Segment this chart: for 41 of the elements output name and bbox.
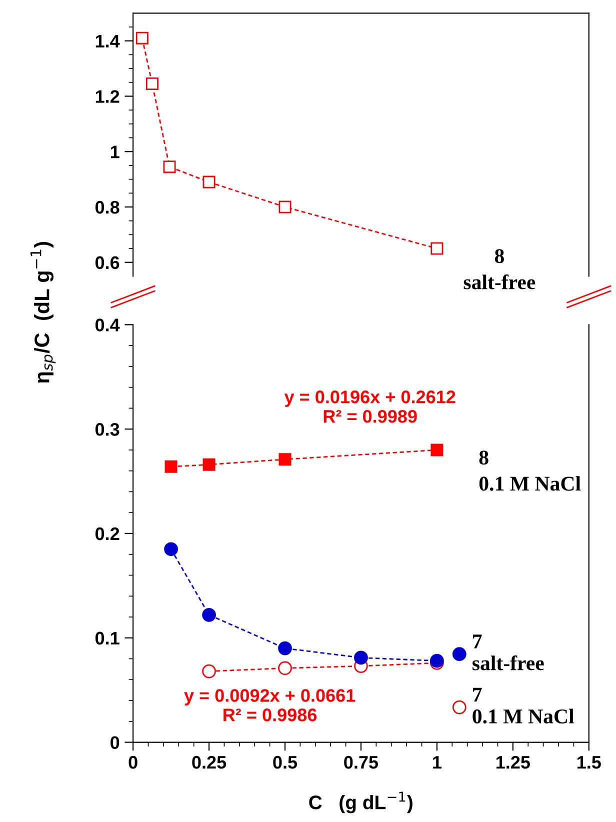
point xyxy=(164,460,178,473)
y-tick-label: 0.6 xyxy=(95,256,120,270)
y-tick-label: 0.1 xyxy=(95,632,120,645)
y-tick-label: 0.4 xyxy=(95,318,120,332)
point xyxy=(278,641,292,656)
point xyxy=(202,458,216,471)
y-tick-label: 1.2 xyxy=(96,90,120,103)
y-tick-label: 0.8 xyxy=(95,200,120,214)
point xyxy=(136,32,148,44)
series-label: 8 salt-free xyxy=(464,249,536,290)
point xyxy=(163,160,176,174)
point xyxy=(202,608,216,622)
y-tick-label: 0.2 xyxy=(95,527,120,540)
point xyxy=(278,200,292,214)
x-tick-label: 1.5 xyxy=(577,756,601,769)
y-tick-label: 1.4 xyxy=(96,34,120,48)
legend-label: 7 0.1 M NaCl xyxy=(472,688,574,724)
y-tick-label: 0 xyxy=(110,736,120,749)
x-tick-label: 1 xyxy=(433,756,442,769)
point xyxy=(430,242,444,255)
point xyxy=(202,176,216,188)
annotation: y = 0.0196x + 0.2612 R² = 0.9989 xyxy=(284,390,456,423)
y-tick-label: 1 xyxy=(110,146,120,158)
point xyxy=(278,453,292,466)
point xyxy=(278,661,292,676)
x-axis-title: C (g dL$^{−1}$) xyxy=(309,792,412,814)
point xyxy=(202,664,216,678)
annotation: y = 0.0092x + 0.0661 R² = 0.9986 xyxy=(184,689,356,722)
point xyxy=(146,78,158,90)
x-tick-label: 0.5 xyxy=(273,756,298,769)
point xyxy=(354,650,368,665)
x-tick-label: 0.75 xyxy=(344,756,378,769)
x-tick-label: 0 xyxy=(128,756,138,769)
y-tick-label: 0.3 xyxy=(95,423,120,436)
x-tick-label: 0.25 xyxy=(192,756,226,769)
series-label: 8 0.1 M NaCl xyxy=(479,450,581,491)
point xyxy=(164,542,178,556)
point xyxy=(430,444,444,456)
legend-label: 7 salt-free xyxy=(472,634,544,670)
y-axis-title: η$_{sp}$/C (dL g$^{−1}$) xyxy=(30,242,56,383)
x-tick-label: 1.25 xyxy=(496,756,530,769)
